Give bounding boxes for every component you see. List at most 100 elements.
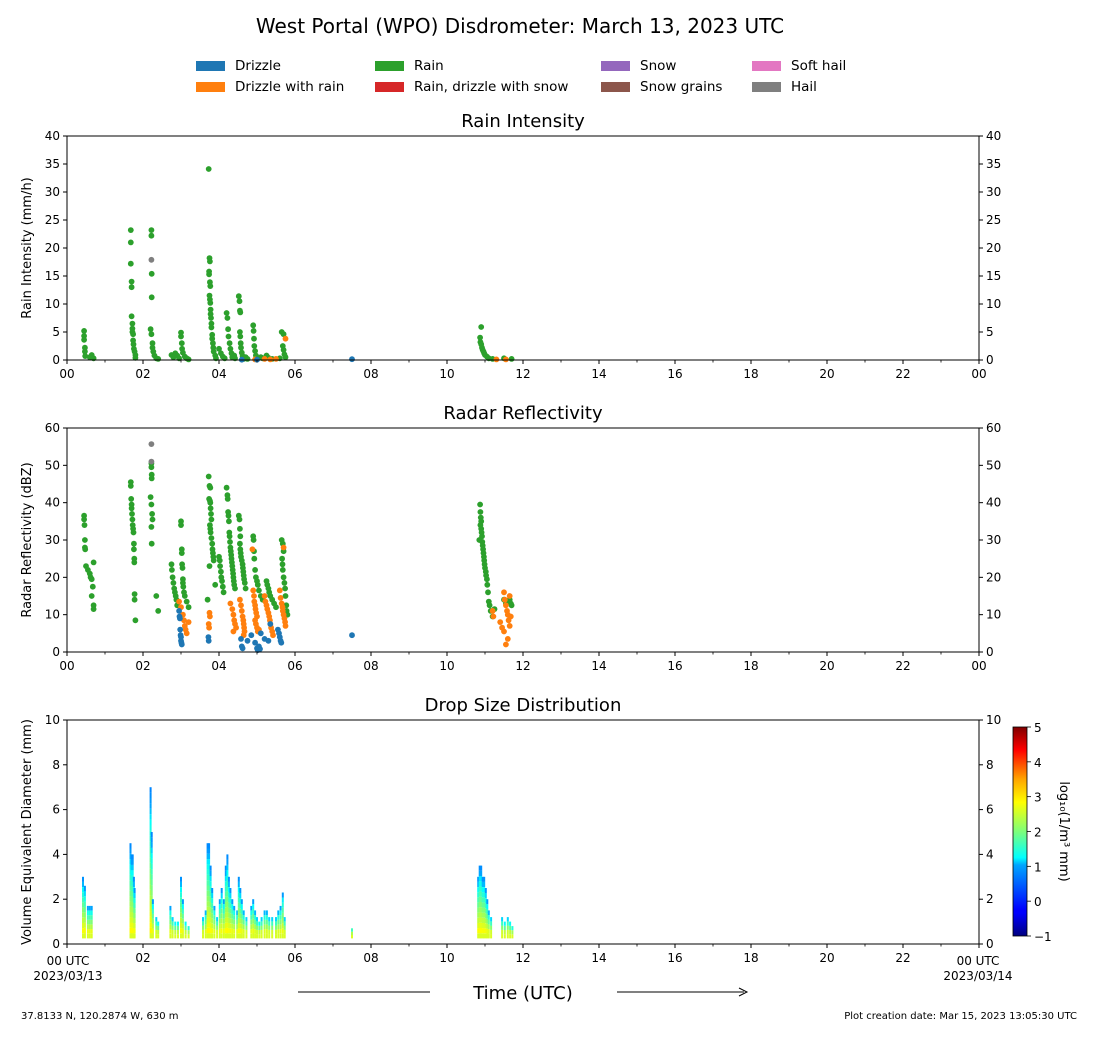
dsd-bin [265, 933, 268, 939]
dsd-bin [129, 912, 132, 918]
legend-swatch [601, 61, 630, 71]
dsd-bin [174, 921, 177, 926]
data-point [148, 475, 155, 482]
dsd-bin [208, 885, 211, 891]
dsd-bin [151, 923, 154, 929]
x-tick-label: 06 [287, 659, 302, 673]
dsd-bin [236, 910, 239, 916]
dsd-bin [130, 864, 133, 871]
dsd-bin [206, 843, 209, 849]
dsd-bin [151, 913, 154, 919]
dsd-bin [206, 901, 209, 907]
dsd-bin [265, 919, 268, 925]
dsd-bin [250, 910, 253, 916]
dsd-bin [281, 897, 284, 903]
dsd-bin [222, 928, 225, 934]
data-point [82, 348, 88, 355]
dsd-bin [218, 928, 221, 934]
dsd-bin [483, 907, 486, 913]
dsd-bin [250, 929, 253, 934]
colorbar-label: log₁₀(1/m³ mm) [1056, 781, 1071, 881]
dsd-bin [181, 909, 184, 914]
dsd-bin [208, 896, 211, 902]
dsd-bin [208, 901, 211, 907]
dsd-bin [157, 934, 160, 939]
dsd-bin [231, 899, 234, 905]
dsd-bin [208, 848, 211, 854]
x-tick-label: 08 [363, 659, 378, 673]
dsd-bin [155, 917, 158, 922]
data-point [257, 646, 263, 652]
y-tick-label-right: 0 [986, 353, 994, 367]
data-point [148, 441, 155, 447]
dsd-bin [229, 928, 232, 934]
dsd-bin [206, 927, 209, 934]
dsd-bin [480, 876, 483, 882]
y-tick-label-right: 30 [986, 533, 1001, 547]
legend-swatch [752, 61, 781, 71]
start-date: 2023/03/13 [33, 969, 103, 983]
dsd-bin [82, 876, 84, 882]
dsd-bin [129, 869, 132, 875]
dsd-bin [277, 910, 280, 916]
y-tick-label: 5 [52, 325, 60, 339]
dsd-bin [283, 925, 286, 930]
dsd-bin [131, 922, 134, 928]
dsd-bin [150, 874, 153, 880]
dsd-bin [149, 814, 152, 820]
data-point [178, 641, 185, 648]
dsd-bin [90, 924, 93, 930]
dsd-bin [129, 906, 132, 912]
dsd-bin [130, 917, 133, 923]
dsd-bin [245, 934, 248, 939]
dsd-bin [131, 875, 134, 881]
dsd-bin [169, 905, 172, 911]
data-point [81, 328, 87, 334]
y-tick-label-right: 10 [986, 713, 1001, 727]
location-note: 37.8133 N, 120.2874 W, 630 m [21, 1011, 179, 1022]
dsd-bin [131, 912, 134, 918]
data-point [489, 608, 496, 614]
dsd-bin [130, 880, 133, 886]
dsd-bin [260, 934, 263, 939]
dsd-bin [478, 907, 481, 913]
dsd-bin [151, 904, 154, 909]
y-tick-label: 8 [52, 758, 60, 772]
dsd-bin [224, 870, 227, 876]
page-title: West Portal (WPO) Disdrometer: March 13,… [255, 14, 785, 38]
legend-label: Rain [414, 58, 444, 74]
data-point [207, 499, 214, 506]
dsd-bin [129, 864, 132, 870]
data-point [216, 345, 222, 352]
dsd-bin [281, 933, 284, 939]
x-tick-label: 00 [971, 367, 986, 381]
data-point [169, 574, 176, 581]
data-point [235, 293, 242, 300]
dsd-bin [149, 911, 152, 917]
dsd-bin [83, 885, 86, 892]
dsd-bin [226, 896, 229, 902]
dsd-bin [174, 925, 177, 930]
dsd-bin [484, 893, 487, 898]
dsd-bin [208, 922, 211, 928]
dsd-bin [224, 902, 227, 908]
dsd-bin [237, 887, 240, 893]
dsd-bin [227, 897, 230, 903]
dsd-bin [478, 870, 481, 876]
dsd-bin [260, 921, 263, 926]
dsd-bin [151, 928, 154, 934]
dsd-bin [478, 928, 481, 934]
dsd-bin [277, 933, 280, 939]
data-point [207, 258, 213, 265]
data-point [148, 232, 155, 239]
dsd-bin [209, 928, 212, 934]
data-point [212, 581, 219, 588]
dsd-bin [150, 842, 153, 848]
dsd-bin [208, 912, 211, 918]
dsd-bin [216, 921, 219, 926]
dsd-bin [275, 929, 277, 935]
dsd-bin [250, 905, 253, 911]
dsd-bin [171, 925, 174, 930]
data-point [226, 533, 233, 540]
data-point [128, 278, 135, 285]
